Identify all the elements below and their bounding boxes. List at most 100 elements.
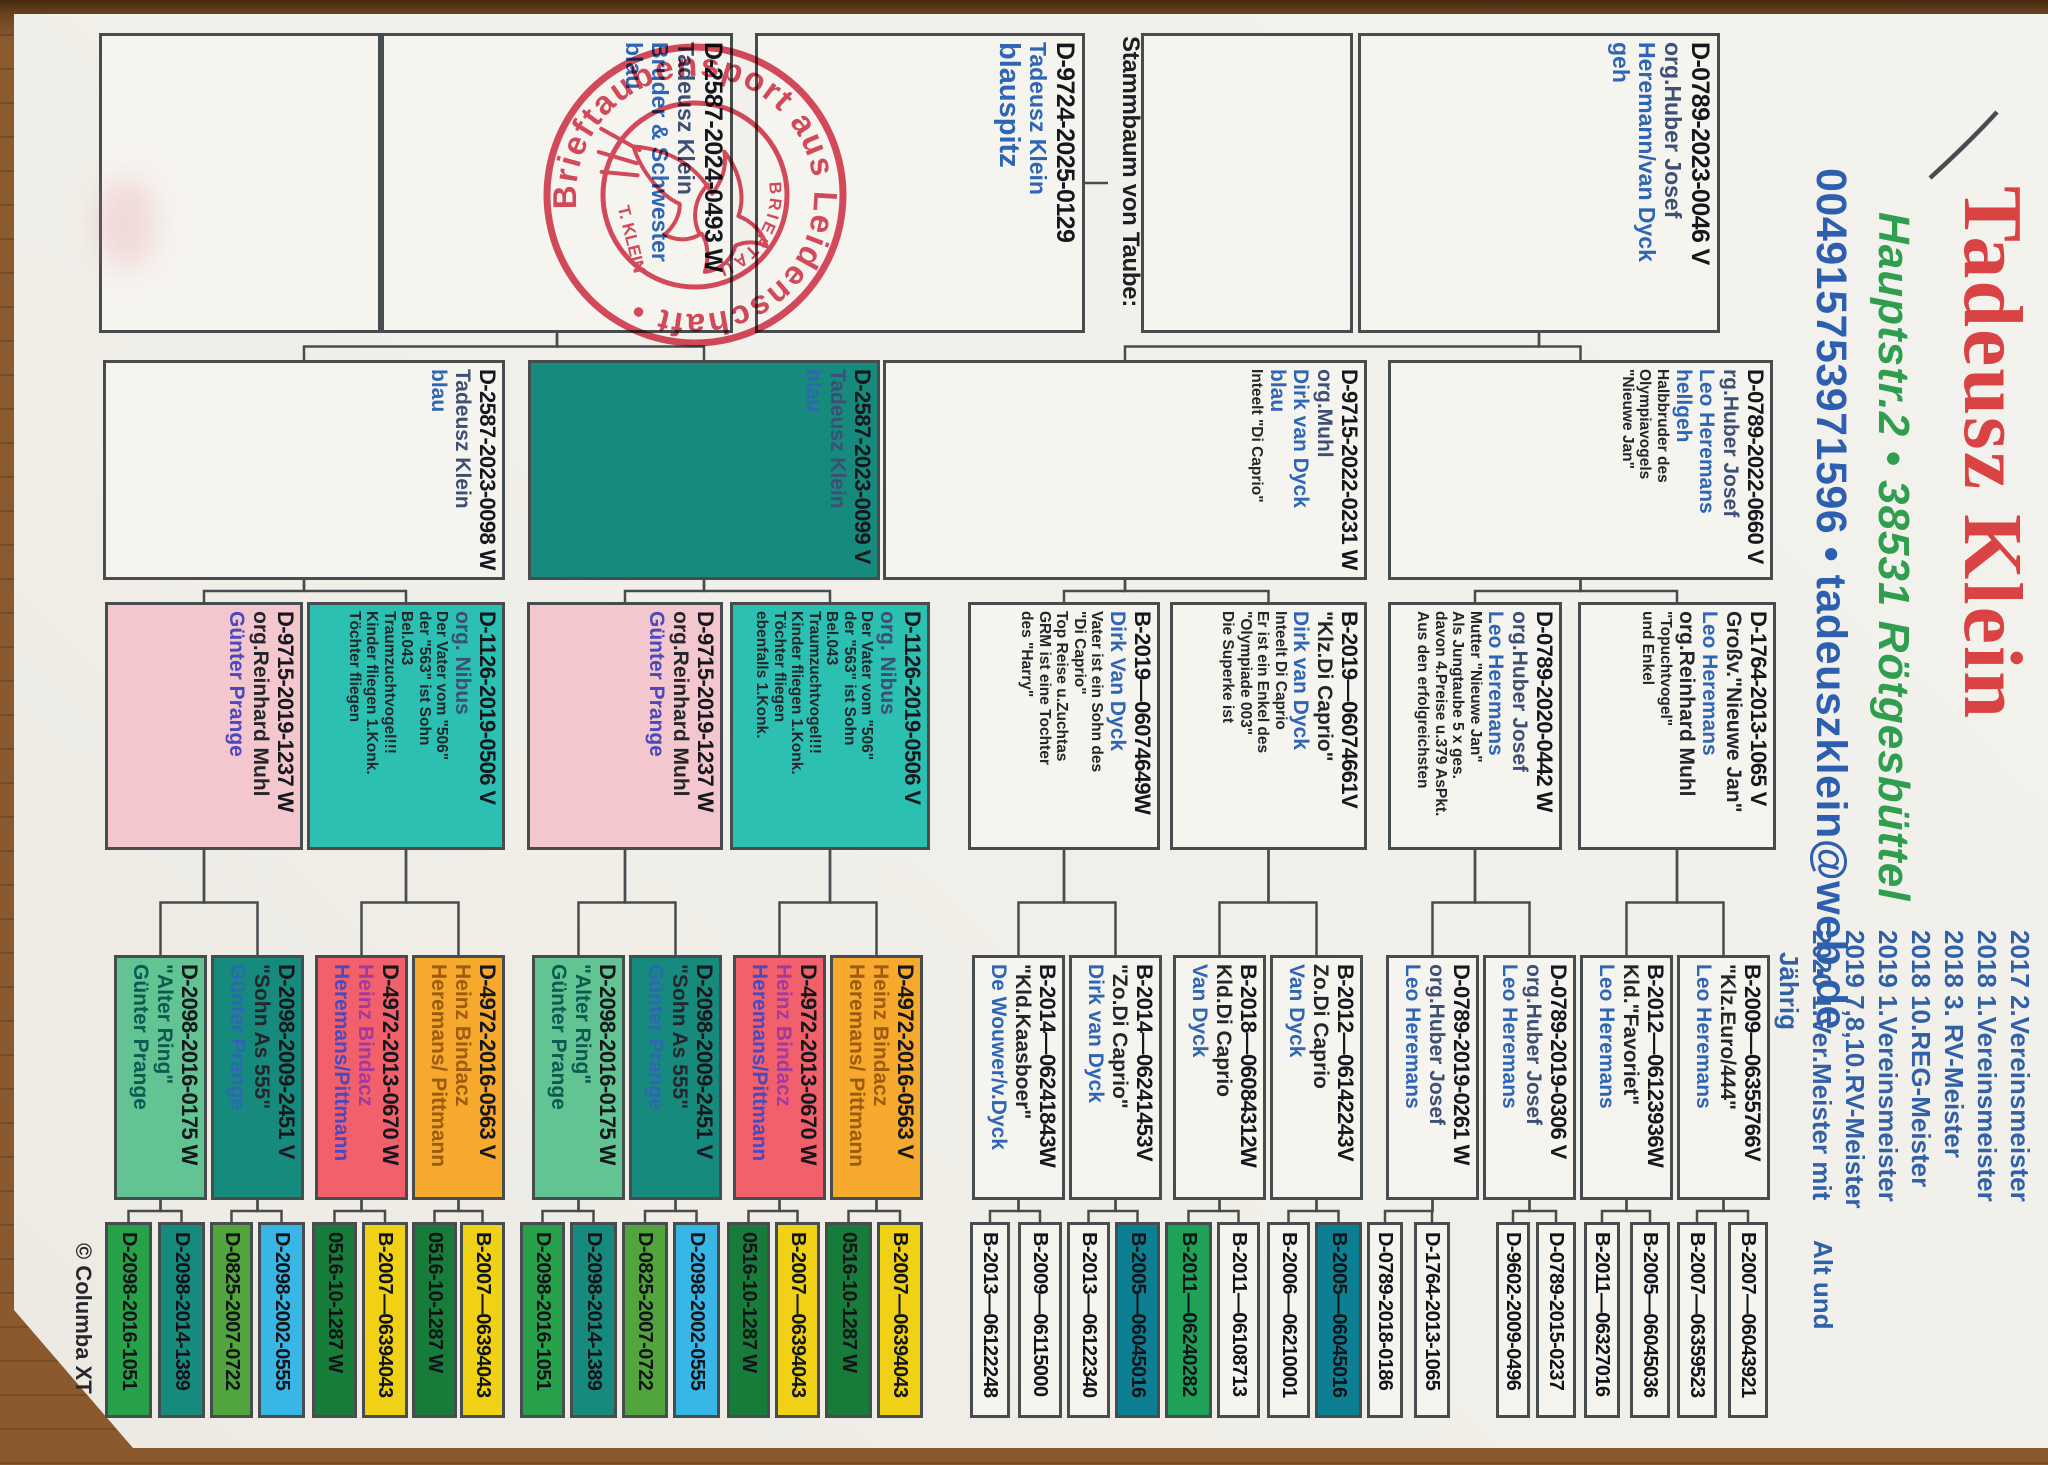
pedigree-line: Günter Prange: [226, 964, 250, 1110]
ring-bar-b22: D-0825-2007-0722: [622, 1222, 668, 1418]
ring-number: D-1126-2019-0506 V: [475, 611, 500, 805]
ring-number: D-0789-2020-0442 W: [1532, 611, 1557, 812]
dove-icon: [596, 126, 769, 274]
pedigree-box-f15: D-2098-2009-2451 V "Sohn As 555" Günter Pr…: [211, 955, 304, 1200]
ring-number: D-2587-2023-0098 W: [475, 369, 500, 570]
pedigree-line: "Zo.Di Caprio": [1108, 964, 1132, 1109]
pedigree-line: Dirk van Dyck: [1289, 369, 1313, 508]
ring-bar-b20: 0516-10-1287 W: [727, 1222, 770, 1418]
pedigree-line: "Alter Ring": [153, 964, 177, 1085]
pedigree-box-f5: B-2012—06142243V Zo.Di Caprio Van Dyck: [1270, 955, 1363, 1200]
pedigree-line: org. Nibus: [876, 611, 900, 715]
ring-number: D-0789-2023-0046 V: [1686, 42, 1714, 265]
ring-bar-b30: D-0825-2007-0722: [210, 1222, 253, 1418]
pedigree-line: org.Reinhard Muhl: [249, 611, 273, 797]
ring-number: D-2098-2016-0175 W: [595, 964, 620, 1165]
pedigree-line: Heremans/ Pittmann: [845, 964, 869, 1168]
ring-number: B-2009—06355766V: [1740, 964, 1765, 1162]
ring-number: B-2014—06241453V: [1132, 964, 1157, 1162]
ring-bar-b18: 0516-10-1287 W: [825, 1222, 872, 1418]
ring-number: D-9715-2022-0231 W: [1337, 369, 1362, 570]
connector-line: [778, 850, 832, 955]
pedigree-box-g3a: D-1764-2013-1065 V Großv."Nieuwe Jan" Leo …: [1578, 602, 1776, 850]
pedigree-line: Heinz Bindacz: [354, 964, 378, 1107]
pedigree-line: Der Vater vom "506": [433, 611, 451, 761]
connector-line: [360, 850, 408, 955]
ring-bar-b14: B-2013—06122340: [1067, 1222, 1110, 1418]
connector-line: [747, 1200, 781, 1222]
ring-bar-b1: B-2007—06043921: [1728, 1222, 1768, 1418]
ring-number: D-9724-2025-0129: [1051, 42, 1079, 243]
pedigree-line: Der Vater vom "506": [858, 611, 876, 761]
ring-number: D-2098-2009-2451 V: [692, 964, 717, 1159]
pedigree-line: Dirk Van Dyck: [1106, 611, 1130, 752]
pedigree-line: De Wouwer/v.Dyck: [987, 964, 1011, 1150]
ring-bar-b13: B-2005—06045016: [1115, 1222, 1160, 1418]
pedigree-line: Inteelt "Di Caprio": [1247, 369, 1265, 503]
pedigree-box-f7: B-2014—06241453V "Zo.Di Caprio" Dirk van D…: [1069, 955, 1162, 1200]
ring-bar-b15: B-2009—06115000: [1018, 1222, 1062, 1418]
pedigree-line: org. Nibus: [451, 611, 475, 715]
ring-bar-b2: B-2007—06359523: [1677, 1222, 1717, 1418]
pedigree-line: "Sohn As 555": [668, 964, 692, 1110]
pedigree-line: Aus den erfolgreichsten: [1414, 611, 1432, 789]
ring-bar-b4: B-2011—06327016: [1584, 1222, 1620, 1418]
pedigree-line: Er ist ein Enkel des: [1254, 611, 1272, 754]
ring-bar-b17: B-2007—06394043: [877, 1222, 923, 1418]
pedigree-line: Halbbruder des: [1653, 369, 1671, 483]
pedigree-line: Heinz Bindacz: [451, 964, 475, 1107]
stamp-smudge: [96, 178, 156, 268]
pedigree-line: Traumzuchtvogel!!!: [805, 611, 823, 754]
ring-bar-b3: B-2005—06045036: [1630, 1222, 1670, 1418]
connector-line: [1383, 1200, 1434, 1222]
pedigree-line: Günter Prange: [644, 964, 668, 1110]
ring-bar-b19: B-2007—06394043: [775, 1222, 820, 1418]
pedigree-box-g3c: B-2019—06074661V "Klz.Di Caprio" Dirk van …: [1170, 602, 1367, 850]
ring-number: D-9715-2019-1237 W: [273, 611, 298, 812]
connector-line: [577, 850, 627, 955]
pedigree-box-slot-bottom: [99, 33, 381, 333]
ring-bar-b6: D-9602-2009-0496: [1496, 1222, 1530, 1418]
connector-line: [1187, 1200, 1221, 1222]
connector-line: [202, 580, 306, 602]
pedigree-box-f2: B-2012—06123936W Kld."Favoriet" Leo Herema…: [1580, 955, 1673, 1200]
pedigree-box-g2c: D-2587-2023-0099 V Tadeusz Klein blau: [528, 360, 880, 580]
pedigree-line: Kld.Di Caprio: [1212, 964, 1236, 1098]
pedigree-box-g2d: D-2587-2023-0098 W Tadeusz Klein blau: [103, 360, 505, 580]
pedigree-line: Heremans/Pittmann: [748, 964, 772, 1162]
pedigree-line: "Topuchtvogel": [1656, 611, 1674, 727]
pedigree-box-f13: D-4972-2016-0563 V Heinz Bindacz Heremans/…: [412, 955, 505, 1200]
pedigree-line: Günter Prange: [129, 964, 153, 1110]
connector-line: [1087, 1200, 1117, 1222]
pedigree-box-f1: B-2009—06355766V "Klz.Euro/444" Leo Herema…: [1677, 955, 1770, 1200]
stamp-outer-text: Brieftaubensport aus Leidenschaft •: [538, 38, 852, 352]
pedigree-line: Kinder fliegen 1.Konk.: [788, 611, 806, 775]
ring-bar-b26: 0516-10-1287 W: [412, 1222, 457, 1418]
pedigree-line: org.Huber Josef: [1659, 42, 1686, 219]
pedigree-line: blauspitz: [992, 42, 1025, 168]
pedigree-line: Olympiavogels: [1636, 369, 1654, 480]
pedigree-box-f11: D-2098-2009-2451 V "Sohn As 555" Günter Pr…: [629, 955, 722, 1200]
pedigree-line: Bel.043: [823, 611, 841, 666]
ring-bar-b11: B-2011—06108713: [1217, 1222, 1260, 1418]
connector-line: [1287, 1200, 1318, 1222]
connector-line: [1473, 580, 1582, 602]
ring-bar-b32: D-2098-2016-1051: [105, 1222, 152, 1418]
pedigree-box-f16: D-2098-2016-0175 W "Alter Ring" Günter Pra…: [114, 955, 207, 1200]
ring-bar-b7: D-1764-2013-1065: [1414, 1222, 1450, 1418]
pedigree-line: Kinder fliegen 1.Konk.: [363, 611, 381, 775]
ring-bar-b16: B-2013—06122248: [970, 1222, 1010, 1418]
ring-number: B-2014—06241843W: [1035, 964, 1060, 1168]
connector-line: [1695, 1200, 1725, 1222]
pedigree-line: blau: [427, 369, 451, 413]
ring-number: D-9715-2019-1237 W: [693, 611, 718, 812]
pedigree-line: rg.Huber Josef: [1719, 369, 1743, 518]
pedigree-line: Leo Heremans: [1401, 964, 1425, 1109]
pedigree-line: "Klz.Euro/444": [1716, 964, 1740, 1110]
